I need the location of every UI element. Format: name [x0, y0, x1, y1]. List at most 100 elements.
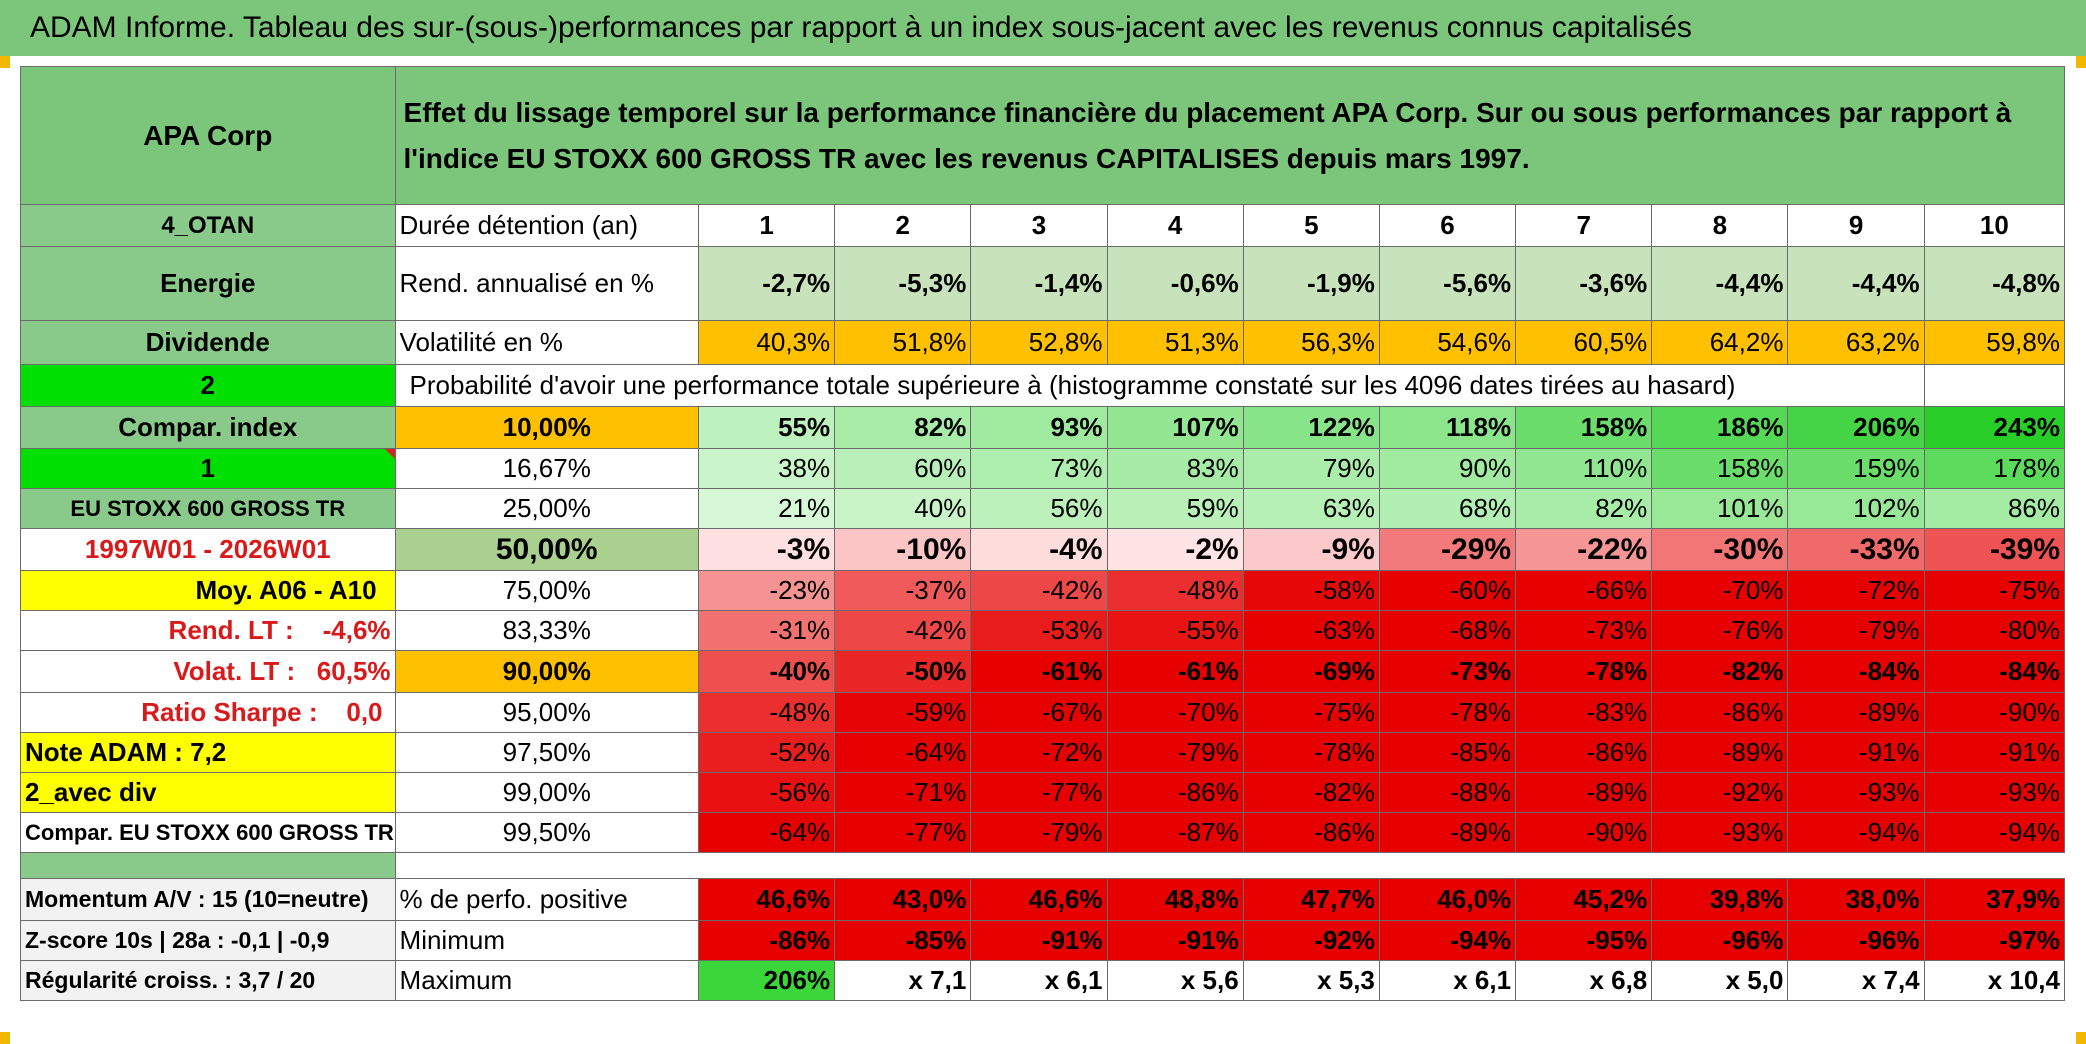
stat-value: 37,9% [1923, 878, 2066, 921]
volat-value: 64,2% [1651, 320, 1789, 365]
stat-value: x 6,1 [970, 960, 1108, 1001]
quantile-value: -79% [970, 812, 1108, 853]
quantile-value: 107% [1106, 406, 1244, 449]
quantile-value: 79% [1242, 448, 1380, 489]
quantile-value: -91% [1923, 732, 2066, 773]
quantile-value: -79% [1787, 610, 1925, 651]
quantile-value: 40% [834, 488, 972, 529]
quantile-value: 243% [1923, 406, 2066, 449]
rend-value: -4,4% [1787, 246, 1925, 321]
stat-value: -86% [697, 920, 836, 961]
note-label: Note ADAM : 7,2 [20, 732, 396, 773]
index-name-label: EU STOXX 600 GROSS TR [20, 488, 396, 529]
quantile-value: 55% [697, 406, 836, 449]
duration-value: 9 [1787, 204, 1925, 247]
stat-value: 206% [697, 960, 836, 1001]
quantile-value: -86% [1106, 772, 1244, 813]
quantile-value: -79% [1106, 732, 1244, 773]
proba-label: Probabilité d'avoir une performance tota… [394, 364, 1925, 407]
quantile-value: -93% [1787, 772, 1925, 813]
sharpe-label: Ratio Sharpe : 0,0 [20, 692, 396, 733]
quantile-value: -56% [697, 772, 836, 813]
code-label: 4_OTAN [20, 204, 396, 247]
performance-table: APA Corp Effet du lissage temporel sur l… [20, 66, 2066, 1001]
quantile-value: -10% [834, 528, 972, 571]
quantile-value: -77% [970, 772, 1108, 813]
stat-label: % de perfo. positive [394, 878, 699, 921]
avec-div-label: 2_avec div [20, 772, 396, 813]
rend-value: -1,9% [1242, 246, 1380, 321]
quantile-value: -63% [1242, 610, 1380, 651]
spacer-cell [20, 852, 396, 879]
volat-value: 40,3% [697, 320, 836, 365]
quantile-value: -59% [834, 692, 972, 733]
stat-value: -92% [1242, 920, 1380, 961]
rend-label: Rend. annualisé en % [394, 246, 699, 321]
quantile-value: -83% [1515, 692, 1653, 733]
stat-value: 46,6% [697, 878, 836, 921]
quantile-value: -71% [834, 772, 972, 813]
quantile-value: -73% [1378, 650, 1517, 693]
sector-label: Energie [20, 246, 396, 321]
duration-value: 2 [834, 204, 972, 247]
type-label: Dividende [20, 320, 396, 365]
quantile-value: -40% [697, 650, 836, 693]
quantile-value: -33% [1787, 528, 1925, 571]
quantile-value: -77% [834, 812, 972, 853]
report-title: ADAM Informe. Tableau des sur-(sous-)per… [0, 0, 2086, 56]
quantile-value: -69% [1242, 650, 1380, 693]
quantile-value: -76% [1651, 610, 1789, 651]
volat-value: 59,8% [1923, 320, 2066, 365]
quantile-value: -93% [1923, 772, 2066, 813]
quantile-value: -60% [1378, 570, 1517, 611]
quantile-pct: 10,00% [394, 406, 699, 449]
quantile-value: -4% [970, 528, 1108, 571]
stat-value: x 7,4 [1787, 960, 1925, 1001]
duration-value: 6 [1378, 204, 1517, 247]
volat-lt-label: Volat. LT : 60,5% [20, 650, 396, 693]
rend-value: -0,6% [1106, 246, 1244, 321]
rend-lt-label: Rend. LT : -4,6% [20, 610, 396, 651]
rend-value: -5,3% [834, 246, 972, 321]
stat-value: -85% [834, 920, 972, 961]
zscore-label: Z-score 10s | 28a : -0,1 | -0,9 [20, 920, 396, 961]
quantile-value: -94% [1787, 812, 1925, 853]
period-label: 1997W01 - 2026W01 [20, 528, 396, 571]
quantile-pct: 99,00% [394, 772, 699, 813]
stat-value: -91% [1106, 920, 1244, 961]
quantile-value: -72% [1787, 570, 1925, 611]
volat-value: 56,3% [1242, 320, 1380, 365]
quantile-value: -89% [1378, 812, 1517, 853]
n2-label: 2 [20, 364, 396, 407]
stat-value: 46,6% [970, 878, 1108, 921]
quantile-value: 82% [834, 406, 972, 449]
moy-label: Moy. A06 - A10 [20, 570, 396, 611]
quantile-value: -39% [1923, 528, 2066, 571]
stat-label: Maximum [394, 960, 699, 1001]
quantile-value: 38% [697, 448, 836, 489]
stat-value: 47,7% [1242, 878, 1380, 921]
rend-value: -2,7% [697, 246, 836, 321]
volat-value: 52,8% [970, 320, 1108, 365]
quantile-pct: 99,50% [394, 812, 699, 853]
quantile-value: -75% [1923, 570, 2066, 611]
duration-value: 8 [1651, 204, 1789, 247]
stat-value: 43,0% [834, 878, 972, 921]
stat-value: x 5,3 [1242, 960, 1380, 1001]
quantile-value: 206% [1787, 406, 1925, 449]
quantile-value: -42% [834, 610, 972, 651]
corner-marker [2076, 56, 2086, 68]
quantile-value: -91% [1787, 732, 1925, 773]
quantile-pct: 83,33% [394, 610, 699, 651]
quantile-value: -87% [1106, 812, 1244, 853]
company-name: APA Corp [20, 66, 396, 205]
quantile-value: -53% [970, 610, 1108, 651]
quantile-value: 63% [1242, 488, 1380, 529]
quantile-value: 186% [1651, 406, 1789, 449]
quantile-value: -89% [1515, 772, 1653, 813]
quantile-value: -29% [1378, 528, 1517, 571]
stat-value: 46,0% [1378, 878, 1517, 921]
quantile-value: 21% [697, 488, 836, 529]
quantile-value: -70% [1651, 570, 1789, 611]
quantile-value: -80% [1923, 610, 2066, 651]
